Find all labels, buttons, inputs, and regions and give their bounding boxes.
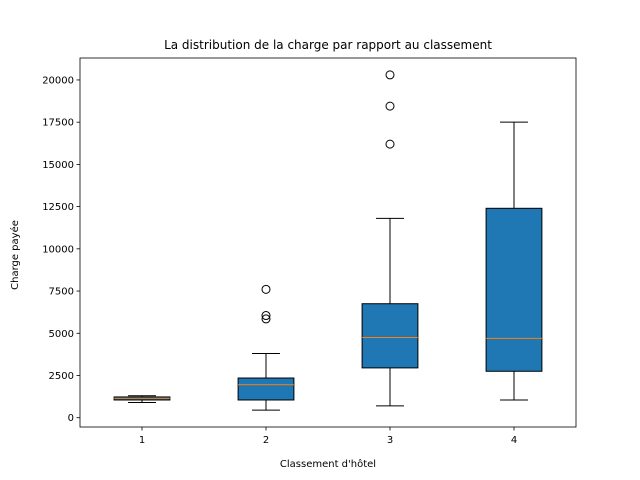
x-tick-label: 4	[511, 435, 517, 446]
chart-title: La distribution de la charge par rapport…	[164, 38, 492, 52]
box-4	[485, 207, 543, 372]
plot-area: 0 2500 5000 7500 10000 12500 15000 17500 20000 1 2…	[42, 57, 577, 446]
x-tick-label: 3	[387, 435, 393, 446]
y-tick-label: 17500	[42, 118, 74, 129]
axes-frame	[79, 57, 577, 428]
box-3	[361, 303, 419, 369]
outlier-point	[385, 101, 395, 111]
x-tick-label: 2	[263, 435, 269, 446]
outlier-point	[261, 314, 271, 324]
x-tick-label: 1	[139, 435, 145, 446]
box-2	[237, 377, 295, 401]
y-tick-label: 5000	[49, 329, 74, 340]
outlier-point	[261, 284, 271, 294]
y-tick-label: 12500	[42, 202, 74, 213]
y-tick-label: 20000	[42, 75, 74, 86]
outlier-point	[385, 139, 395, 149]
y-tick-label: 7500	[49, 287, 74, 298]
y-tick-label: 10000	[42, 244, 74, 255]
y-axis-label: Charge payée	[9, 220, 21, 290]
y-tick-label: 0	[68, 413, 74, 424]
y-tick-label: 15000	[42, 160, 74, 171]
y-tick-label: 2500	[49, 371, 74, 382]
outlier-point	[261, 311, 271, 321]
outlier-point	[385, 70, 395, 80]
x-axis-label: Classement d'hôtel	[280, 458, 376, 470]
